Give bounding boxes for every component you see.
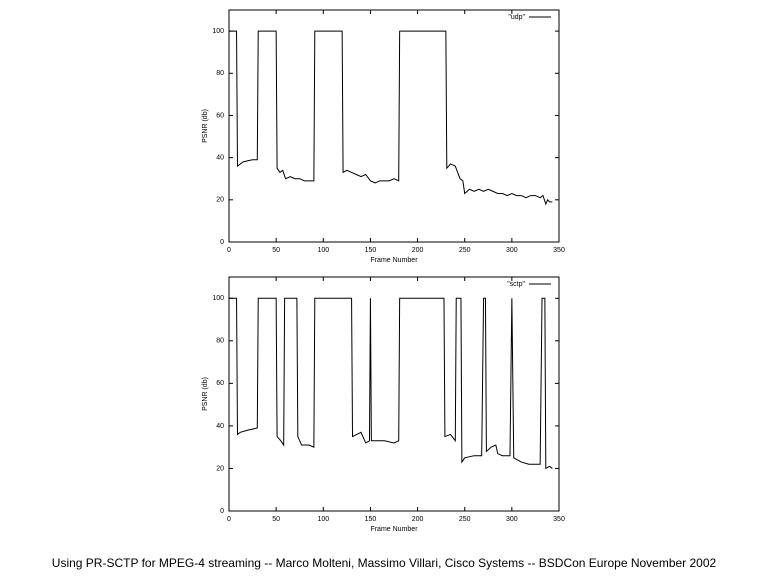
x-tick-label: 200	[412, 247, 424, 254]
y-tick-label: 60	[216, 112, 224, 119]
y-tick-label: 60	[216, 380, 224, 387]
x-tick-label: 300	[506, 516, 518, 523]
x-tick-label: 350	[553, 247, 565, 254]
y-axis-label: PSNR (db)	[202, 109, 209, 143]
x-tick-label: 0	[227, 516, 231, 523]
legend-label: "udp"	[508, 14, 525, 21]
x-tick-label: 200	[412, 516, 424, 523]
y-tick-label: 80	[216, 70, 224, 77]
y-axis-label: PSNR (db)	[202, 377, 209, 411]
x-tick-label: 150	[365, 516, 377, 523]
y-tick-label: 80	[216, 338, 224, 345]
data-line	[229, 30, 553, 206]
y-tick-label: 0	[220, 508, 224, 515]
plot-frame	[228, 9, 560, 243]
x-tick-label: 100	[317, 247, 329, 254]
x-tick-label: 150	[365, 247, 377, 254]
y-tick-label: 100	[212, 295, 224, 302]
x-tick-label: 250	[459, 516, 471, 523]
x-tick-label: 100	[317, 516, 329, 523]
y-tick-label: 0	[220, 239, 224, 246]
y-tick-label: 20	[216, 197, 224, 204]
x-axis-label: Frame Number	[370, 526, 418, 533]
plot-frame	[228, 276, 560, 512]
y-tick-label: 40	[216, 154, 224, 161]
x-axis-label: Frame Number	[370, 257, 418, 264]
x-tick-label: 50	[272, 247, 280, 254]
x-tick-label: 250	[459, 247, 471, 254]
data-line	[229, 297, 553, 470]
y-tick-label: 20	[216, 465, 224, 472]
footer: Using PR-SCTP for MPEG-4 streaming -- Ma…	[52, 556, 717, 570]
x-tick-label: 350	[553, 516, 565, 523]
legend-label: "sctp"	[507, 281, 525, 288]
y-tick-label: 40	[216, 423, 224, 430]
x-tick-label: 50	[272, 516, 280, 523]
x-tick-label: 0	[227, 247, 231, 254]
x-tick-label: 300	[506, 247, 518, 254]
y-tick-label: 100	[212, 28, 224, 35]
